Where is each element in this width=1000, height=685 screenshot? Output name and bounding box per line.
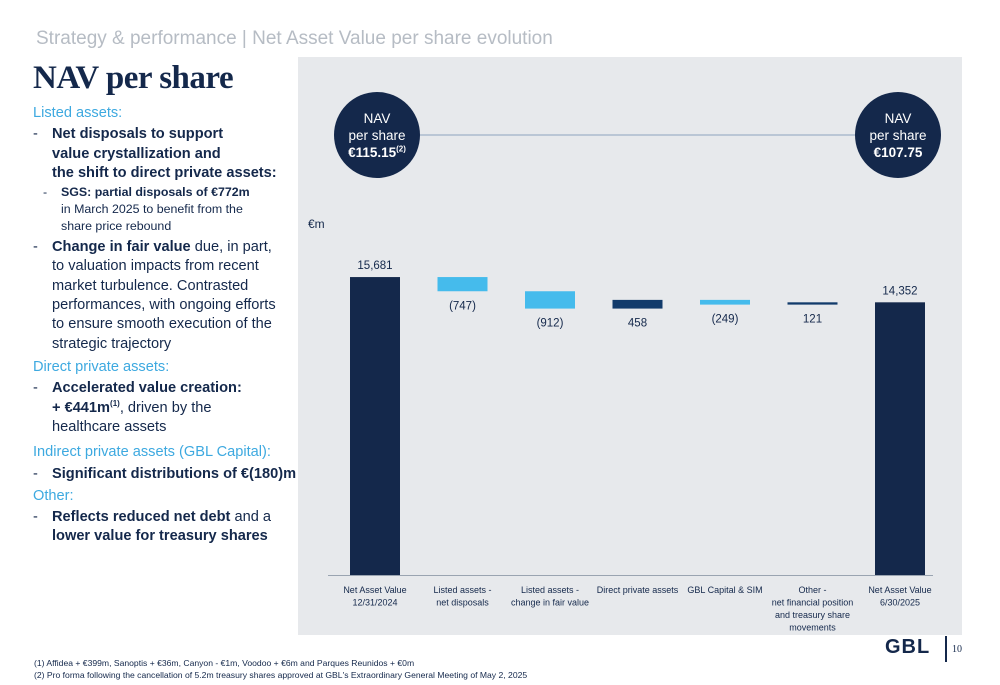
- bullet-text: share price rebound: [61, 219, 172, 234]
- bullet-value-creation: - Accelerated value creation: + €441m(1)…: [33, 379, 298, 437]
- category-label-1: net disposals: [436, 598, 489, 608]
- listed-assets-heading: Listed assets:: [33, 105, 123, 121]
- category-label-5: movements: [789, 623, 836, 633]
- nav-start-bubble: NAV per share €115.15(2): [334, 92, 420, 178]
- bar-6: [875, 302, 925, 575]
- bullet-text: due, in part,: [190, 239, 272, 256]
- bullet-dash: -: [33, 466, 38, 483]
- bullet-dash: -: [33, 509, 38, 526]
- category-label-6: Net Asset Value: [868, 585, 931, 595]
- footnote-ref: (2): [396, 144, 406, 153]
- bullet-text: to ensure smooth execution of the: [52, 316, 272, 333]
- category-label-0: Net Asset Value: [343, 585, 406, 595]
- commentary-panel: Listed assets: - Net disposals to suppor…: [33, 104, 298, 547]
- page-number: 10: [952, 644, 962, 655]
- bullet-text: Accelerated value creation:: [52, 380, 242, 397]
- bubble-value: €107.75: [873, 144, 923, 160]
- bar-0: [350, 277, 400, 575]
- footnote-2: (2) Pro forma following the cancellation…: [34, 670, 528, 680]
- value-label-2: (912): [537, 318, 564, 330]
- bullet-text: performances, with ongoing efforts: [52, 297, 276, 314]
- logo-divider: [945, 636, 947, 662]
- bullet-text: to valuation impacts from recent: [52, 258, 259, 275]
- category-label-4: GBL Capital & SIM: [687, 585, 762, 595]
- bubble-label: NAV: [363, 110, 391, 126]
- value-label-5: 121: [803, 314, 822, 326]
- nav-end-bubble: NAV per share €107.75: [855, 92, 941, 178]
- bullet-fair-value: - Change in fair value due, in part, to …: [33, 238, 298, 354]
- value-label-0: 15,681: [357, 260, 392, 272]
- value-label-4: (249): [712, 314, 739, 326]
- footnote-ref: (1): [110, 398, 120, 408]
- category-label-5: Other -: [798, 585, 826, 595]
- bullet-text: the shift to direct private assets:: [52, 164, 277, 181]
- category-label-0: 12/31/2024: [352, 598, 397, 608]
- bullet-dash: -: [33, 380, 38, 397]
- bullet-net-disposals: - Net disposals to support value crystal…: [33, 125, 298, 183]
- bullet-distributions: - Significant distributions of €(180)m: [33, 465, 298, 484]
- bullet-text: and a: [230, 509, 271, 526]
- bullet-text: healthcare assets: [52, 418, 167, 435]
- bullet-dash: -: [33, 239, 38, 256]
- footnote-1: (1) Affidea + €399m, Sanoptis + €36m, Ca…: [34, 658, 415, 668]
- bullet-text: Net disposals to support: [52, 126, 224, 143]
- bullet-text: market turbulence. Contrasted: [52, 277, 249, 294]
- sub-bullet-sgs: - SGS: partial disposals of €772m in Mar…: [43, 184, 298, 235]
- category-label-6: 6/30/2025: [880, 598, 920, 608]
- bubble-label: NAV: [884, 110, 912, 126]
- bar-5: [787, 302, 838, 305]
- other-heading: Other:: [33, 487, 74, 504]
- bar-2: [525, 291, 575, 309]
- category-label-2: Listed assets -: [521, 585, 579, 595]
- bullet-net-debt: - Reflects reduced net debt and a lower …: [33, 508, 298, 547]
- value-label-1: (747): [449, 300, 476, 312]
- bullet-text: Change in fair value: [52, 239, 191, 256]
- value-label-6: 14,352: [882, 285, 917, 297]
- bullet-text: SGS: partial disposals of €772m: [61, 185, 250, 200]
- category-label-2: change in fair value: [511, 598, 589, 608]
- direct-private-heading: Direct private assets:: [33, 358, 170, 375]
- bullet-text: lower value for treasury shares: [52, 528, 268, 545]
- bullet-text: strategic trajectory: [52, 335, 172, 352]
- bar-4: [700, 299, 750, 305]
- indirect-private-heading: Indirect private assets (GBL Capital):: [33, 444, 271, 461]
- bar-3: [612, 299, 663, 309]
- category-label-1: Listed assets -: [433, 585, 491, 595]
- gbl-logo: GBL: [885, 636, 931, 658]
- bullet-text: Reflects reduced net debt: [52, 509, 231, 526]
- unit-label: €m: [308, 217, 325, 231]
- page-title: NAV per share: [33, 60, 234, 96]
- section-title: Strategy & performance | Net Asset Value…: [36, 28, 553, 49]
- category-label-5: net financial position: [772, 598, 854, 608]
- bubble-label: per share: [869, 127, 927, 143]
- bubble-label: per share: [348, 127, 406, 143]
- bullet-text: in March 2025 to benefit from the: [61, 202, 243, 217]
- bullet-text: , driven by the: [119, 399, 212, 416]
- bullet-dash: -: [33, 126, 38, 143]
- category-label-3: Direct private assets: [597, 585, 679, 595]
- bubble-value: €115.15: [348, 144, 397, 160]
- bar-1: [437, 277, 488, 292]
- bullet-text: + €441m: [52, 399, 111, 416]
- footnotes: (1) Affidea + €399m, Sanoptis + €36m, Ca…: [34, 657, 527, 681]
- value-label-3: 458: [628, 318, 647, 330]
- bullet-dash: -: [43, 185, 48, 200]
- waterfall-chart: 15,681 Net Asset Value 12/31/2024 (747) List…: [328, 134, 933, 633]
- bullet-text: Significant distributions of €(180)m: [52, 466, 297, 483]
- category-label-5: and treasury share: [775, 610, 850, 620]
- bullet-text: value crystallization and: [52, 145, 221, 162]
